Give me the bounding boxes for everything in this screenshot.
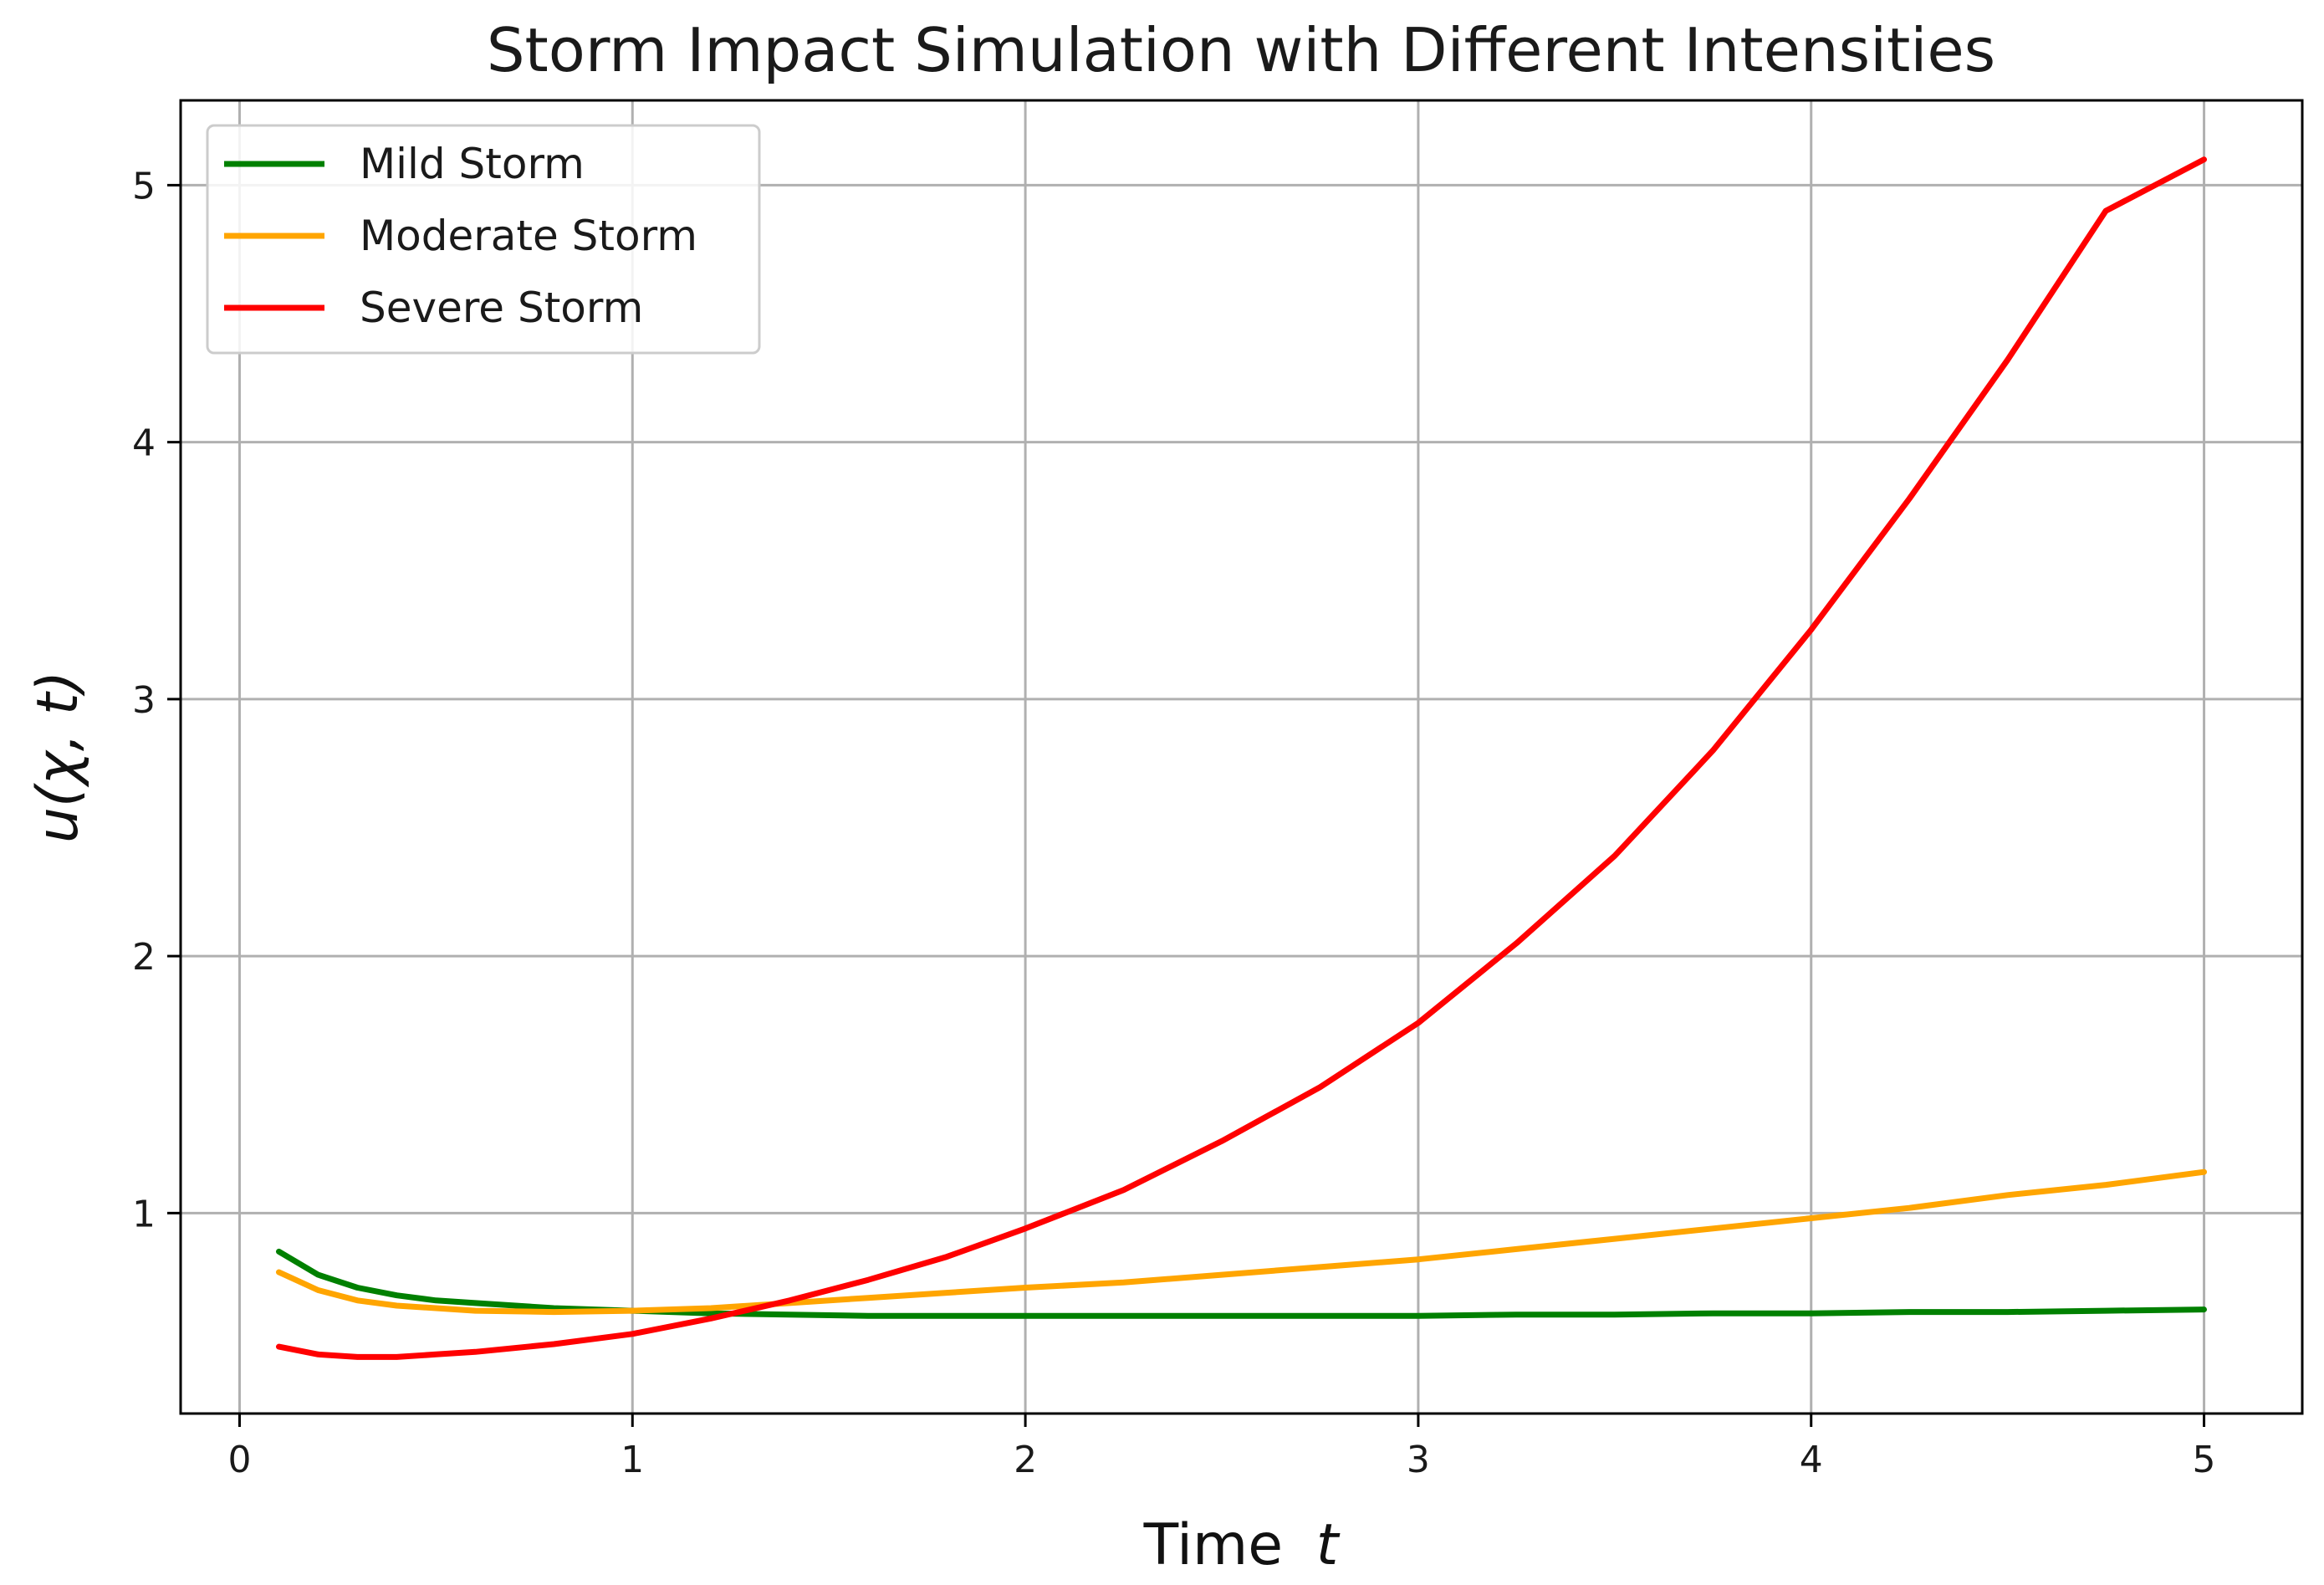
- y-tick-label: 1: [132, 1193, 156, 1235]
- y-tick-label: 5: [132, 165, 156, 207]
- plot-frame: [179, 99, 2304, 1415]
- x-axis-label-text: Time: [1143, 1512, 1283, 1578]
- legend-box: [206, 124, 761, 355]
- y-axis-label: u(χ, t): [25, 671, 91, 843]
- series-line-moderate-storm: [276, 1168, 2207, 1316]
- legend-label-severe-storm: Severe Storm: [360, 284, 643, 332]
- x-tick-label: 3: [1407, 1439, 1430, 1481]
- x-tick-label: 1: [621, 1439, 644, 1481]
- y-tick-label: 3: [132, 679, 156, 722]
- y-tick-label: 4: [132, 422, 156, 465]
- y-tick-label: 2: [132, 936, 156, 979]
- x-tick-label: 0: [227, 1439, 251, 1481]
- legend-label-mild-storm: Mild Storm: [360, 140, 585, 188]
- x-tick-label: 5: [2193, 1439, 2216, 1481]
- x-tick-label: 4: [1800, 1439, 1823, 1481]
- x-axis: 0 1 2 3 4 5: [227, 1414, 2216, 1481]
- x-tick-label: 2: [1014, 1439, 1037, 1481]
- series-layer: [276, 156, 2207, 1360]
- series-line-mild-storm: [276, 1248, 2207, 1319]
- series-line-severe-storm: [276, 156, 2207, 1360]
- x-axis-label: Time t: [1143, 1512, 1341, 1578]
- x-axis-label-variable: t: [1316, 1512, 1341, 1578]
- chart-title: Storm Impact Simulation with Different I…: [487, 15, 1995, 85]
- y-axis: 1 2 3 4 5: [132, 165, 181, 1235]
- legend: Mild Storm Moderate Storm Severe Storm: [206, 124, 761, 355]
- legend-label-moderate-storm: Moderate Storm: [360, 212, 697, 260]
